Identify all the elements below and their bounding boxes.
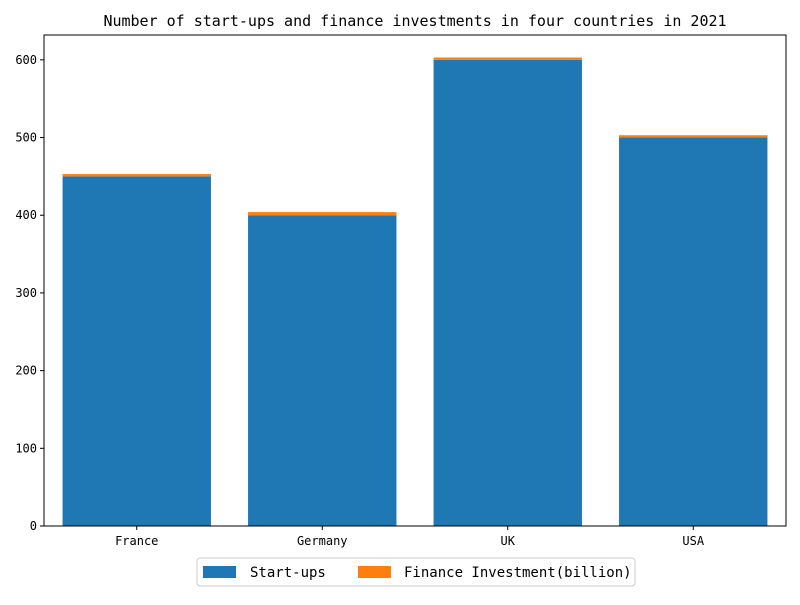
y-tick-label: 500 [15, 131, 37, 145]
bar-germany-finance-investment [248, 212, 397, 216]
bar-usa-start-ups [619, 137, 768, 527]
y-tick-label: 100 [15, 441, 37, 455]
legend-label-finance-investment: Finance Investment(billion) [404, 565, 632, 581]
legend-swatch-finance-investment [358, 566, 391, 578]
x-tick-label: UK [501, 534, 516, 548]
legend-label-start-ups: Start-ups [250, 565, 326, 581]
y-tick-label: 400 [15, 208, 37, 222]
y-tick-label: 600 [15, 53, 37, 67]
y-tick-label: 0 [30, 519, 37, 533]
x-tick-label: France [115, 534, 158, 548]
legend: Start-ups Finance Investment(billion) [196, 557, 636, 587]
bar-usa-finance-investment [619, 135, 768, 138]
bar-germany-start-ups [248, 215, 397, 527]
legend-frame [196, 557, 636, 587]
x-tick-label: Germany [297, 534, 348, 548]
axes-layer: France Germany UK USA 0 100 200 300 400 500 600 [15, 34, 787, 548]
bar-uk-start-ups [433, 59, 582, 527]
bar-france-start-ups [62, 176, 211, 526]
y-tick-label: 200 [15, 364, 37, 378]
y-tick-label: 300 [15, 286, 37, 300]
bar-uk-finance-investment [433, 57, 582, 60]
x-tick-label: USA [682, 534, 704, 548]
bars-layer [62, 57, 768, 527]
chart-title: Number of start-ups and finance investme… [103, 12, 726, 30]
bar-france-finance-investment [62, 174, 211, 177]
legend-swatch-start-ups [203, 566, 236, 578]
plot-frame [43, 34, 787, 527]
